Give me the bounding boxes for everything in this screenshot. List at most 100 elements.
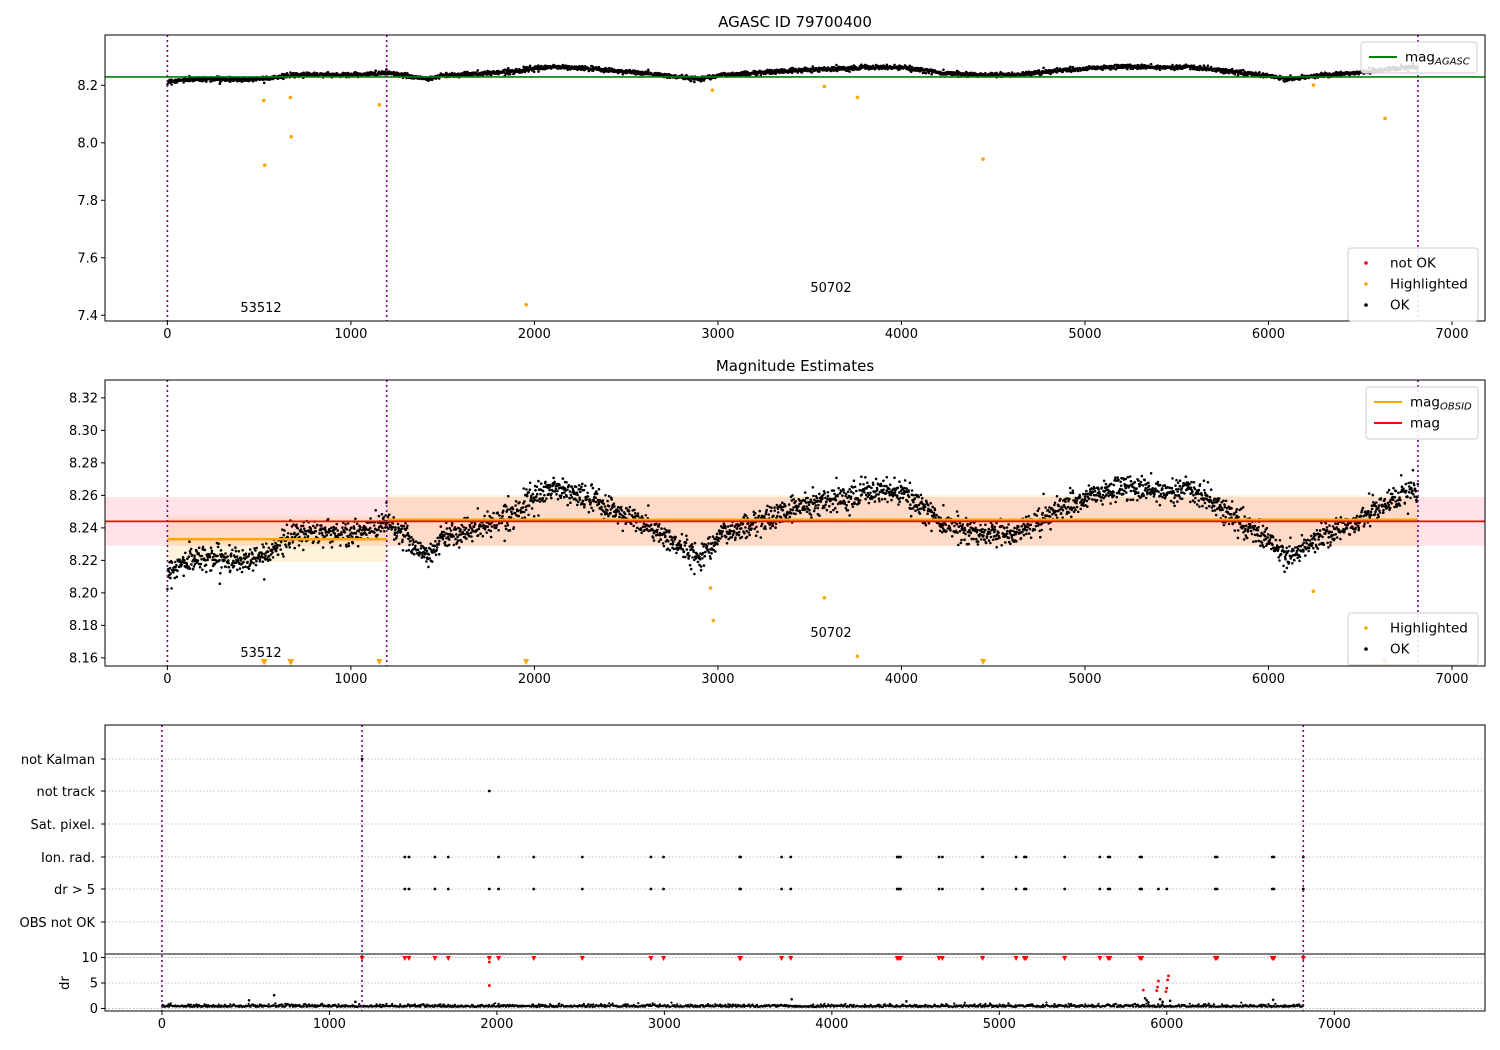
- legend-agasc-bottom-swatch-2: [1364, 303, 1368, 307]
- ok-point: [285, 523, 289, 527]
- ok-point: [435, 548, 438, 552]
- ok-point: [627, 509, 631, 513]
- ok-point: [437, 77, 441, 80]
- ok-point: [402, 524, 406, 528]
- ok-point: [170, 561, 174, 564]
- ok-point: [254, 557, 257, 561]
- highlighted-point: [288, 95, 293, 100]
- ok-point: [201, 545, 205, 549]
- ok-point: [510, 512, 514, 516]
- ok-point: [806, 496, 809, 500]
- ok-point: [898, 500, 901, 504]
- ok-point: [425, 549, 429, 553]
- ok-point: [349, 534, 352, 537]
- ok-point: [896, 486, 900, 490]
- ok-point: [539, 482, 543, 485]
- ok-point: [407, 548, 411, 552]
- ok-point: [579, 490, 582, 494]
- ok-point: [685, 534, 688, 538]
- ok-point: [781, 508, 785, 512]
- ok-point: [748, 533, 751, 537]
- ok-point: [836, 494, 839, 498]
- highlighted-point: [1311, 83, 1316, 87]
- ok-point: [305, 530, 308, 533]
- ok-point: [558, 483, 561, 487]
- ok-point: [523, 500, 526, 503]
- ok-point: [369, 526, 372, 530]
- ok-point: [607, 494, 611, 498]
- ok-point: [455, 541, 459, 544]
- ok-point: [536, 499, 539, 502]
- ok-point: [846, 490, 850, 494]
- ok-point: [545, 497, 548, 500]
- ok-point: [813, 507, 817, 510]
- ok-point: [246, 560, 249, 564]
- ok-point: [203, 548, 207, 552]
- panel-agasc-xtick-label-1: 1000: [334, 327, 367, 342]
- ok-point: [412, 553, 416, 556]
- ok-point: [173, 576, 177, 580]
- ok-point: [527, 513, 530, 517]
- ok-point: [888, 487, 891, 491]
- ok-point: [625, 506, 628, 510]
- ok-point: [167, 570, 171, 573]
- ok-point: [254, 563, 258, 567]
- ok-point: [896, 494, 899, 498]
- ok-point: [469, 526, 472, 529]
- ok-point: [757, 514, 761, 518]
- ok-point: [411, 538, 415, 541]
- ok-point: [281, 528, 284, 531]
- ok-point: [503, 539, 507, 543]
- ok-point: [714, 550, 717, 553]
- ok-point: [744, 526, 747, 529]
- ok-point: [298, 535, 301, 539]
- ok-point: [463, 70, 466, 74]
- ok-point: [395, 536, 398, 540]
- ok-point: [774, 526, 777, 529]
- ok-point: [848, 514, 851, 517]
- panel-agasc-ytick-label-3: 8.0: [77, 136, 98, 151]
- ok-point: [671, 543, 675, 546]
- ok-point: [769, 509, 773, 513]
- ok-point: [1126, 67, 1129, 71]
- ok-point: [244, 565, 247, 568]
- ok-point: [511, 507, 515, 511]
- ok-point: [236, 568, 239, 572]
- ok-point: [1076, 69, 1080, 73]
- ok-point: [566, 488, 569, 492]
- ok-point: [394, 526, 397, 529]
- ok-point: [603, 505, 607, 508]
- panel-agasc-frame: [104, 34, 1486, 322]
- ok-point: [707, 551, 711, 554]
- ok-point: [407, 537, 410, 541]
- ok-point: [241, 549, 244, 552]
- panel-agasc-ytick-label-2: 7.8: [77, 194, 98, 209]
- ok-point: [352, 525, 356, 528]
- ok-point: [759, 536, 763, 539]
- legend-agasc-bottom-label-2: OK: [1390, 298, 1411, 314]
- panel-agasc-ytick-label-1: 7.6: [77, 251, 98, 266]
- ok-point: [821, 496, 824, 500]
- panel-agasc-xtick-label-7: 7000: [1435, 327, 1468, 342]
- ok-point: [893, 476, 896, 480]
- ok-point: [374, 69, 378, 72]
- ok-point: [790, 512, 793, 515]
- ok-point: [818, 70, 821, 73]
- ok-point: [893, 63, 896, 67]
- highlighted-point: [855, 95, 860, 100]
- ok-point: [589, 501, 592, 505]
- ok-point: [323, 526, 327, 529]
- ok-point: [250, 560, 253, 564]
- ok-point: [404, 528, 408, 532]
- panel-agasc-xtick-label-3: 3000: [701, 327, 734, 342]
- ok-point: [477, 527, 481, 531]
- ok-point: [753, 527, 756, 531]
- ok-point: [839, 490, 843, 493]
- ok-point: [744, 514, 748, 518]
- ok-point: [730, 535, 734, 539]
- ok-point: [261, 560, 265, 563]
- highlighted-point: [524, 302, 528, 307]
- ok-point: [601, 499, 605, 502]
- ok-point: [304, 532, 308, 536]
- ok-point: [400, 527, 404, 530]
